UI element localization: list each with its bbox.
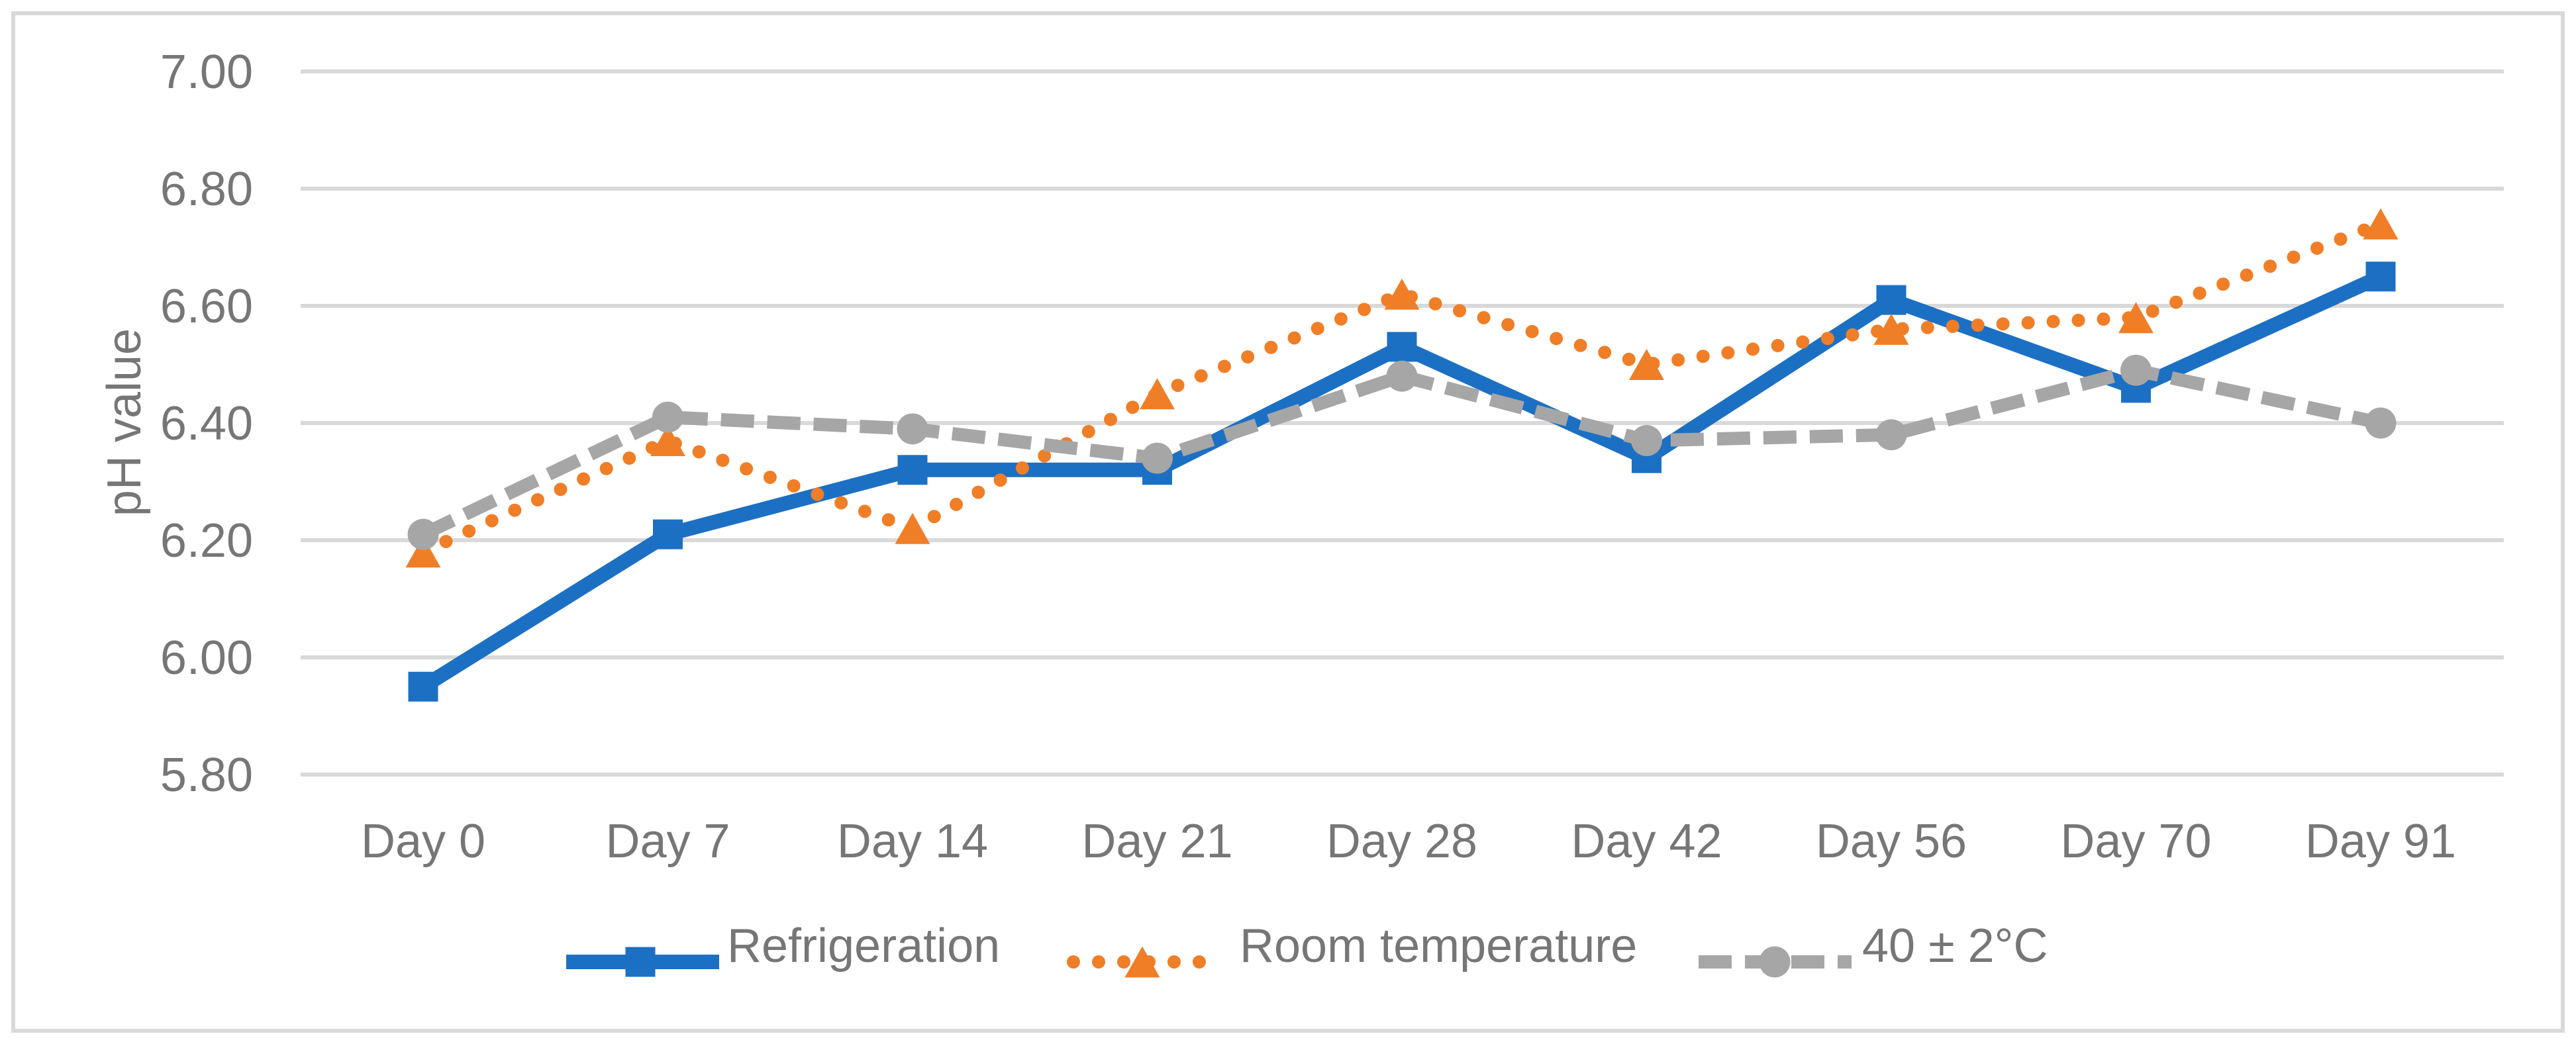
marker-refrigeration-day-28 — [1387, 332, 1417, 362]
x-tick-label: Day 14 — [837, 815, 988, 868]
marker-40-2-c-day-14 — [897, 413, 928, 445]
marker-refrigeration-day-91 — [2365, 261, 2396, 292]
series-room-temperature-line — [417, 217, 2387, 559]
series-40-2-c-line — [420, 363, 2383, 541]
marker-room-temperature-day-42 — [1629, 349, 1664, 380]
series-40-2-c — [407, 354, 2397, 550]
marker-refrigeration-day-0 — [408, 671, 438, 702]
marker-40-2-c-day-21 — [1142, 442, 1173, 474]
marker-room-temperature-day-14 — [895, 512, 930, 544]
legend-label-40-2-c: 40 ± 2°C — [1862, 920, 2048, 973]
marker-40-2-c-day-0 — [407, 518, 439, 550]
marker-40-2-c-day-70 — [2120, 354, 2152, 386]
y-tick-label: 6.80 — [160, 163, 253, 216]
marker-room-temperature-day-91 — [2363, 208, 2399, 240]
marker-room-temperature-day-56 — [1873, 313, 1909, 345]
y-tick-label: 6.00 — [160, 632, 253, 685]
series-refrigeration — [408, 261, 2396, 702]
legend: Refrigeration Room temperature 40 ± 2°C — [566, 920, 2048, 978]
legend-key-marker-room-temperature — [1124, 946, 1160, 978]
marker-40-2-c-day-56 — [1875, 419, 1907, 451]
x-axis-tick-labels: Day 0 Day 7 Day 14 Day 21 Day 28 Day 42 Day 56… — [361, 815, 2456, 868]
series-room-temperature — [405, 208, 2399, 568]
marker-room-temperature-day-21 — [1140, 378, 1175, 410]
x-tick-label: Day 42 — [1571, 815, 1722, 868]
x-tick-label: Day 7 — [605, 815, 730, 868]
y-tick-label: 6.60 — [160, 280, 253, 333]
figure-border — [11, 11, 2565, 1033]
y-axis-title: pH value — [98, 328, 151, 516]
gridlines — [301, 70, 2504, 777]
y-axis-tick-labels: 7.00 6.80 6.60 6.40 6.20 6.00 5.80 — [160, 46, 253, 802]
y-tick-label: 5.80 — [160, 749, 253, 802]
legend-label-room-temperature: Room temperature — [1240, 920, 1637, 973]
marker-room-temperature-day-0 — [405, 536, 441, 568]
legend-key-marker-refrigeration — [625, 947, 656, 977]
x-tick-label: Day 28 — [1326, 815, 1477, 868]
marker-40-2-c-day-7 — [652, 401, 683, 433]
y-tick-label: 7.00 — [160, 46, 253, 99]
x-tick-label: Day 56 — [1816, 815, 1967, 868]
marker-40-2-c-day-91 — [2365, 407, 2397, 439]
marker-room-temperature-day-70 — [2118, 302, 2154, 334]
marker-room-temperature-day-28 — [1384, 278, 1420, 310]
legend-item-room-temperature: Room temperature — [1067, 920, 1637, 978]
legend-label-refrigeration: Refrigeration — [727, 920, 1000, 973]
marker-refrigeration-day-7 — [653, 519, 683, 549]
x-tick-label: Day 21 — [1081, 815, 1232, 868]
x-tick-label: Day 0 — [361, 815, 485, 868]
marker-refrigeration-day-56 — [1876, 285, 1907, 315]
legend-item-refrigeration: Refrigeration — [566, 920, 1000, 977]
x-tick-label: Day 70 — [2060, 815, 2211, 868]
x-tick-label: Day 91 — [2305, 815, 2456, 868]
marker-refrigeration-day-14 — [897, 455, 928, 485]
y-tick-label: 6.40 — [160, 397, 253, 450]
y-tick-label: 6.20 — [160, 514, 253, 567]
marker-40-2-c-day-28 — [1386, 360, 1418, 392]
marker-40-2-c-day-42 — [1631, 425, 1662, 457]
marker-room-temperature-day-7 — [650, 425, 685, 457]
legend-item-40-2-c: 40 ± 2°C — [1699, 920, 2048, 978]
legend-key-marker-40-2-c — [1759, 946, 1791, 978]
